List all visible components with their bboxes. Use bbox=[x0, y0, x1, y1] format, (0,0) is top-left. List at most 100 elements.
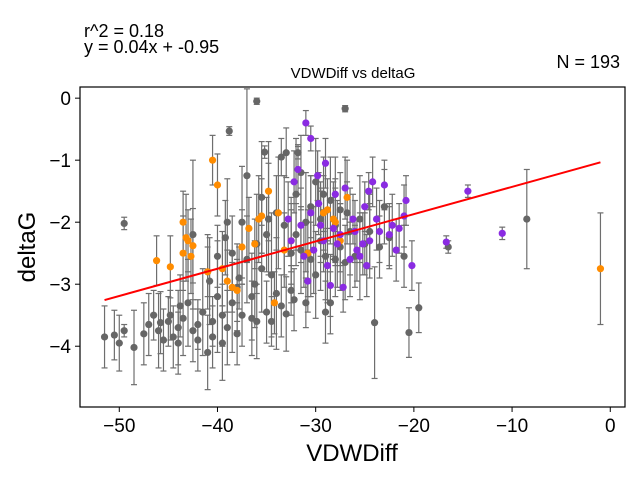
data-point-orange bbox=[264, 187, 273, 195]
data-point-purple bbox=[310, 246, 318, 254]
x-axis-ticks: −50 −40 −30 −20 −10 0 bbox=[103, 407, 616, 437]
data-point-gray bbox=[179, 314, 187, 322]
data-point-purple bbox=[315, 199, 323, 208]
data-point-gray bbox=[208, 317, 217, 326]
data-point-gray bbox=[341, 105, 349, 113]
data-point-gray bbox=[336, 206, 344, 214]
data-point-gray bbox=[261, 148, 269, 156]
data-point-orange bbox=[245, 224, 253, 232]
data-point-gray bbox=[267, 271, 276, 279]
data-point-purple bbox=[346, 255, 354, 264]
data-point-purple bbox=[284, 215, 292, 223]
data-point-gray bbox=[166, 311, 174, 319]
axes-frame bbox=[79, 86, 626, 408]
data-point-purple bbox=[353, 246, 361, 254]
data-point-gray bbox=[120, 327, 128, 335]
data-point-gray bbox=[321, 308, 330, 316]
y-tick-label: −2 bbox=[49, 213, 71, 234]
data-point-orange bbox=[274, 209, 282, 217]
data-point-purple bbox=[372, 215, 381, 223]
data-point-gray bbox=[292, 230, 300, 239]
data-point-gray bbox=[258, 265, 266, 273]
data-point-purple bbox=[323, 262, 332, 270]
data-point-purple bbox=[356, 252, 364, 260]
x-tick-label: 0 bbox=[605, 416, 616, 437]
plot-area bbox=[100, 88, 605, 391]
data-point-purple bbox=[359, 240, 367, 248]
data-point-gray bbox=[140, 330, 148, 338]
data-point-gray bbox=[189, 230, 197, 239]
data-point-purple bbox=[331, 190, 339, 198]
data-point-purple bbox=[307, 134, 315, 143]
data-point-gray bbox=[248, 293, 256, 301]
data-point-gray bbox=[264, 215, 273, 223]
data-point-purple bbox=[380, 181, 389, 189]
data-point-orange bbox=[208, 156, 217, 164]
data-point-purple bbox=[326, 281, 335, 290]
y-axis-ticks: 0 −1 −2 −3 −4 bbox=[49, 89, 80, 358]
data-point-orange bbox=[233, 286, 241, 295]
data-point-orange bbox=[596, 265, 605, 273]
data-point-purple bbox=[304, 277, 312, 285]
data-point-gray bbox=[251, 280, 259, 288]
r-squared-annotation: r^2 = 0.18 bbox=[84, 21, 164, 41]
data-point-purple bbox=[385, 230, 393, 239]
data-point-orange bbox=[184, 237, 192, 245]
data-point-gray bbox=[176, 302, 184, 310]
data-point-purple bbox=[408, 262, 416, 270]
data-point-gray bbox=[243, 172, 251, 180]
x-axis-label: VDWDiff bbox=[306, 440, 398, 467]
data-point-gray bbox=[150, 311, 158, 319]
data-point-purple bbox=[369, 178, 377, 186]
data-point-purple bbox=[302, 119, 310, 127]
data-point-gray bbox=[280, 221, 288, 229]
data-point-gray bbox=[400, 252, 408, 260]
data-point-gray bbox=[294, 149, 302, 157]
data-point-gray bbox=[145, 320, 153, 329]
data-point-gray bbox=[238, 311, 246, 319]
data-point-gray bbox=[174, 324, 182, 332]
data-point-orange bbox=[251, 240, 259, 248]
data-point-purple bbox=[314, 172, 322, 180]
data-point-purple bbox=[290, 178, 298, 186]
data-point-gray bbox=[307, 203, 315, 211]
data-point-gray bbox=[277, 302, 285, 310]
data-point-gray bbox=[194, 336, 202, 344]
data-point-gray bbox=[312, 178, 320, 186]
data-point-purple bbox=[287, 237, 295, 245]
data-point-purple bbox=[339, 283, 347, 291]
data-point-orange bbox=[187, 252, 195, 260]
data-point-gray bbox=[115, 339, 123, 347]
data-point-gray bbox=[290, 296, 298, 304]
data-point-gray bbox=[159, 336, 168, 344]
data-point-gray bbox=[319, 190, 328, 198]
regression-line bbox=[104, 161, 601, 302]
data-point-gray bbox=[225, 127, 233, 135]
data-point-orange bbox=[179, 218, 187, 226]
data-point-gray bbox=[415, 304, 423, 312]
data-point-gray bbox=[258, 193, 266, 201]
data-point-gray bbox=[199, 308, 207, 316]
data-point-purple bbox=[329, 224, 337, 232]
data-point-purple bbox=[365, 187, 373, 195]
data-point-purple bbox=[363, 262, 371, 270]
data-point-purple bbox=[321, 159, 330, 167]
data-point-gray bbox=[292, 190, 300, 198]
data-point-gray bbox=[208, 333, 217, 341]
x-tick-label: −30 bbox=[300, 416, 332, 437]
data-point-gray bbox=[405, 328, 413, 337]
data-point-orange bbox=[258, 212, 266, 220]
data-point-orange bbox=[166, 263, 174, 271]
data-point-gray bbox=[223, 324, 231, 332]
data-point-orange bbox=[223, 277, 231, 285]
data-point-purple bbox=[402, 196, 410, 205]
data-point-gray bbox=[156, 319, 165, 327]
y-tick-label: −4 bbox=[49, 337, 71, 358]
chart-title: VDWDiff vs deltaG bbox=[291, 65, 416, 82]
data-point-gray bbox=[302, 299, 310, 307]
data-point-gray bbox=[331, 255, 339, 264]
data-point-orange bbox=[152, 257, 161, 265]
y-tick-label: −1 bbox=[49, 151, 71, 172]
data-point-gray bbox=[120, 219, 128, 228]
data-point-orange bbox=[179, 249, 187, 257]
